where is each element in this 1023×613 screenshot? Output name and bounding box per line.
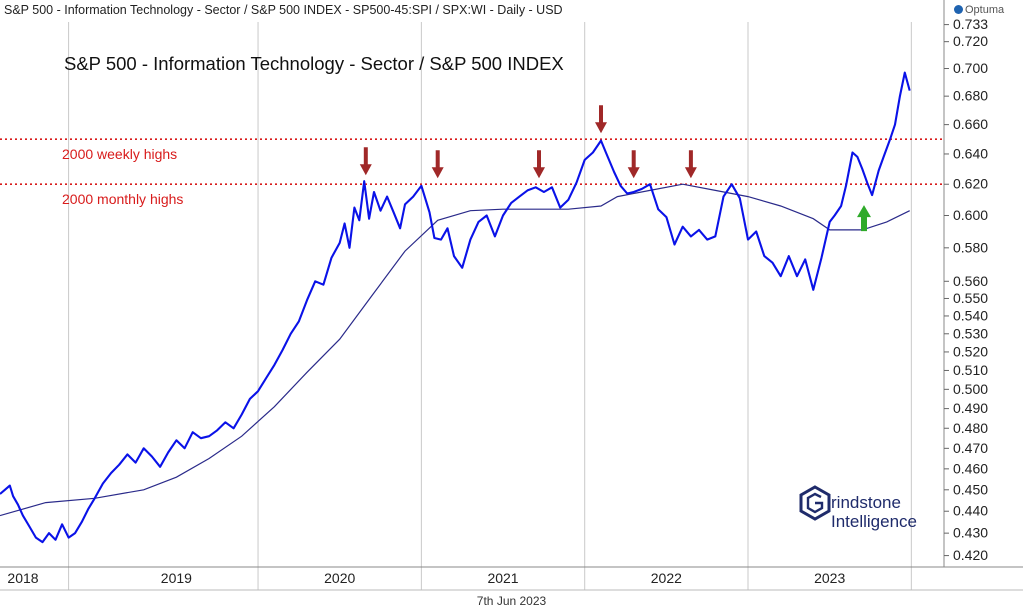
grindstone-logo-line1: rindstone xyxy=(831,493,901,512)
y-tick-label-5: 0.470 xyxy=(953,440,988,456)
y-tick-label-13: 0.550 xyxy=(953,290,988,306)
x-tick-label-1: 2019 xyxy=(161,570,192,586)
plot-background xyxy=(0,22,944,567)
y-tick-label-7: 0.490 xyxy=(953,400,988,416)
y-tick-label-14: 0.560 xyxy=(953,273,988,289)
reference-line-label-0: 2000 weekly highs xyxy=(62,146,177,162)
y-tick-label-17: 0.620 xyxy=(953,176,988,192)
moving-average-line xyxy=(0,183,910,517)
x-tick-label-0: 2018 xyxy=(7,570,38,586)
chart-header-title: S&P 500 - Information Technology - Secto… xyxy=(4,3,563,17)
y-tick-label-10: 0.520 xyxy=(953,343,988,359)
y-tick-label-6: 0.480 xyxy=(953,420,988,436)
up-arrow-icon-6 xyxy=(857,205,871,232)
down-arrow-icon-1 xyxy=(431,150,444,179)
x-separators xyxy=(68,22,912,590)
down-arrow-icon-0 xyxy=(359,147,372,176)
chart-date: 7th Jun 2023 xyxy=(476,594,547,608)
y-tick-label-18: 0.640 xyxy=(953,145,988,161)
y-tick-label-1: 0.430 xyxy=(953,525,988,541)
y-tick-label-22: 0.720 xyxy=(953,33,988,49)
chart-header: S&P 500 - Information Technology - Secto… xyxy=(0,0,1023,22)
grindstone-logo-g-icon xyxy=(806,492,824,514)
y-tick-label-8: 0.500 xyxy=(953,381,988,397)
x-tick-label-2: 2020 xyxy=(324,570,355,586)
y-tick-label-0: 0.420 xyxy=(953,547,988,563)
price-line xyxy=(0,71,911,544)
y-tick-label-21: 0.700 xyxy=(953,60,988,76)
down-arrow-icon-4 xyxy=(627,150,640,179)
y-tick-label-4: 0.460 xyxy=(953,460,988,476)
down-arrow-icon-3 xyxy=(595,105,607,134)
x-tick-label-5: 2023 xyxy=(814,570,845,586)
y-tick-label-11: 0.530 xyxy=(953,325,988,341)
y-tick-label-2: 0.440 xyxy=(953,503,988,519)
y-tick-label-23: 0.733 xyxy=(953,16,988,32)
grindstone-logo-line2: Intelligence xyxy=(831,512,917,531)
x-tick-label-3: 2021 xyxy=(487,570,518,586)
y-tick-label-15: 0.580 xyxy=(953,239,988,255)
optuma-brand: Optuma xyxy=(954,4,1004,16)
y-tick-label-19: 0.660 xyxy=(953,116,988,132)
y-tick-label-12: 0.540 xyxy=(953,307,988,323)
optuma-logo-icon xyxy=(954,5,963,14)
grindstone-logo: rindstone Intelligence xyxy=(799,485,917,531)
down-arrow-icon-5 xyxy=(684,150,697,179)
down-arrow-icon-2 xyxy=(533,150,545,179)
y-tick-label-9: 0.510 xyxy=(953,362,988,378)
grindstone-logo-icon xyxy=(799,485,831,521)
annotation-arrows xyxy=(359,105,871,232)
y-tick-label-3: 0.450 xyxy=(953,481,988,497)
x-tick-label-4: 2022 xyxy=(651,570,682,586)
chart-title: S&P 500 - Information Technology - Secto… xyxy=(64,53,564,74)
x-axis: 2018 2019 2020 2021 2022 2023 xyxy=(7,570,845,586)
y-tick-label-20: 0.680 xyxy=(953,88,988,104)
reference-line-label-1: 2000 monthly highs xyxy=(62,191,183,207)
y-axis: 0.420 0.430 0.440 0.450 0.460 0.470 0.480 0.490… xyxy=(944,16,988,563)
y-tick-label-16: 0.600 xyxy=(953,207,988,223)
optuma-brand-label: Optuma xyxy=(965,4,1005,16)
reference-lines: 2000 weekly highs 2000 monthly highs xyxy=(0,138,944,207)
